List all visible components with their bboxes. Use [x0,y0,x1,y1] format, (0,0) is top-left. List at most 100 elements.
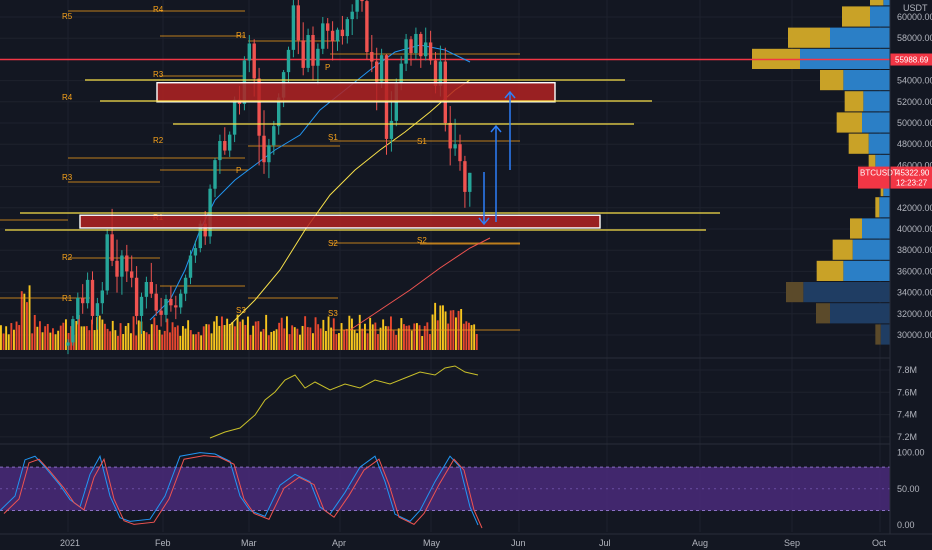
volume-bar [127,323,130,350]
volume-bar [104,323,106,350]
candle-body [134,277,139,316]
vp-buy-bar [880,324,890,345]
vp-sell-bar [788,27,830,48]
volume-bar [465,321,468,350]
obv-line [209,365,479,439]
price-tick-label: 60000.00 [897,12,932,22]
candle-body [174,305,178,308]
volume-bar [249,334,252,350]
candle-body [247,43,251,61]
volume-bar [371,324,374,350]
candle-body [296,5,300,41]
volume-bar [65,319,67,350]
volume-bar [7,334,10,350]
vp-buy-bar [862,218,890,239]
volume-bar [23,293,26,350]
volume-bar [335,334,338,350]
volume-bar [353,329,356,350]
hline-value-label: 55988.69 [895,56,929,65]
obv-tick-label: 7.8M [897,365,917,375]
volume-bar [421,335,424,350]
vp-buy-bar [843,70,890,91]
volume-bar [96,317,99,350]
candle-body [125,255,129,272]
volume-bar [390,316,392,350]
obv-tick-label: 7.6M [897,387,917,397]
volume-bar [33,314,36,350]
volume-bar [205,324,208,350]
volume-bar [150,324,153,350]
volume-bar [379,327,382,350]
candle-body [100,290,104,304]
pivot-label: S1 [328,133,338,142]
candle-body [326,23,330,31]
candle-body [277,97,281,127]
volume-bar [189,330,192,350]
candle-body [350,11,354,20]
volume-bar [473,324,476,350]
volume-bar [187,320,190,350]
volume-bar [52,328,54,350]
volume-bar [343,329,346,350]
candle-body [306,35,310,68]
price-tick-label: 36000.00 [897,266,932,276]
volume-bar [364,323,366,350]
arrow-head [504,90,516,99]
volume-bar [460,309,463,350]
vp-sell-bar [844,91,864,112]
volume-bar [174,327,177,350]
candle-body [228,134,232,151]
vp-buy-bar [830,303,890,324]
volume-bar [278,322,281,350]
vp-buy-bar [879,197,890,218]
volume-bar [140,321,143,350]
time-tick-label: Jul [599,538,611,548]
volume-bar [41,332,44,350]
price-tick-label: 34000.00 [897,288,932,298]
volume-bar [18,325,21,350]
moving-average-red [349,237,491,331]
volume-bar [447,323,450,350]
vp-sell-bar [816,303,830,324]
volume-bar [114,330,117,350]
volume-bar [436,320,439,350]
obv-tick-label: 7.4M [897,410,917,420]
candle-body [399,63,403,83]
pivot-label: S1 [417,137,427,146]
volume-bar [83,326,86,350]
volume-bar [330,327,333,350]
volume-bar [314,317,317,350]
volume-bar [257,321,260,350]
volume-bar [148,334,151,350]
volume-bar [356,333,359,350]
time-tick-label: May [423,538,441,548]
volume-bar [223,325,226,350]
time-tick-label: Apr [332,538,346,548]
volume-bar [442,305,444,350]
stoch-tick-label: 50.00 [897,484,920,494]
volume-bar [145,332,148,350]
candle-body [257,78,261,136]
volume-bar [10,323,13,350]
volume-bar [392,330,395,350]
chart-drawings [5,79,720,231]
candle-body [198,223,202,249]
volume-bar [213,321,216,350]
volume-bar [215,316,218,350]
volume-bar [252,325,255,350]
stoch-d-line [3,455,483,529]
volume-bar [429,334,431,350]
volume-bar [195,334,197,350]
time-tick-label: Jun [511,538,526,548]
volume-bar [70,326,73,350]
volume-bar [143,330,145,350]
volume-bar [400,318,403,350]
lower-support-zone [79,214,601,229]
volume-bar [5,326,8,350]
candle-body [110,234,114,261]
candle-body [252,43,256,79]
volume-bar [275,329,278,350]
pivot-label: R3 [62,173,73,182]
pivot-label: R3 [153,70,164,79]
